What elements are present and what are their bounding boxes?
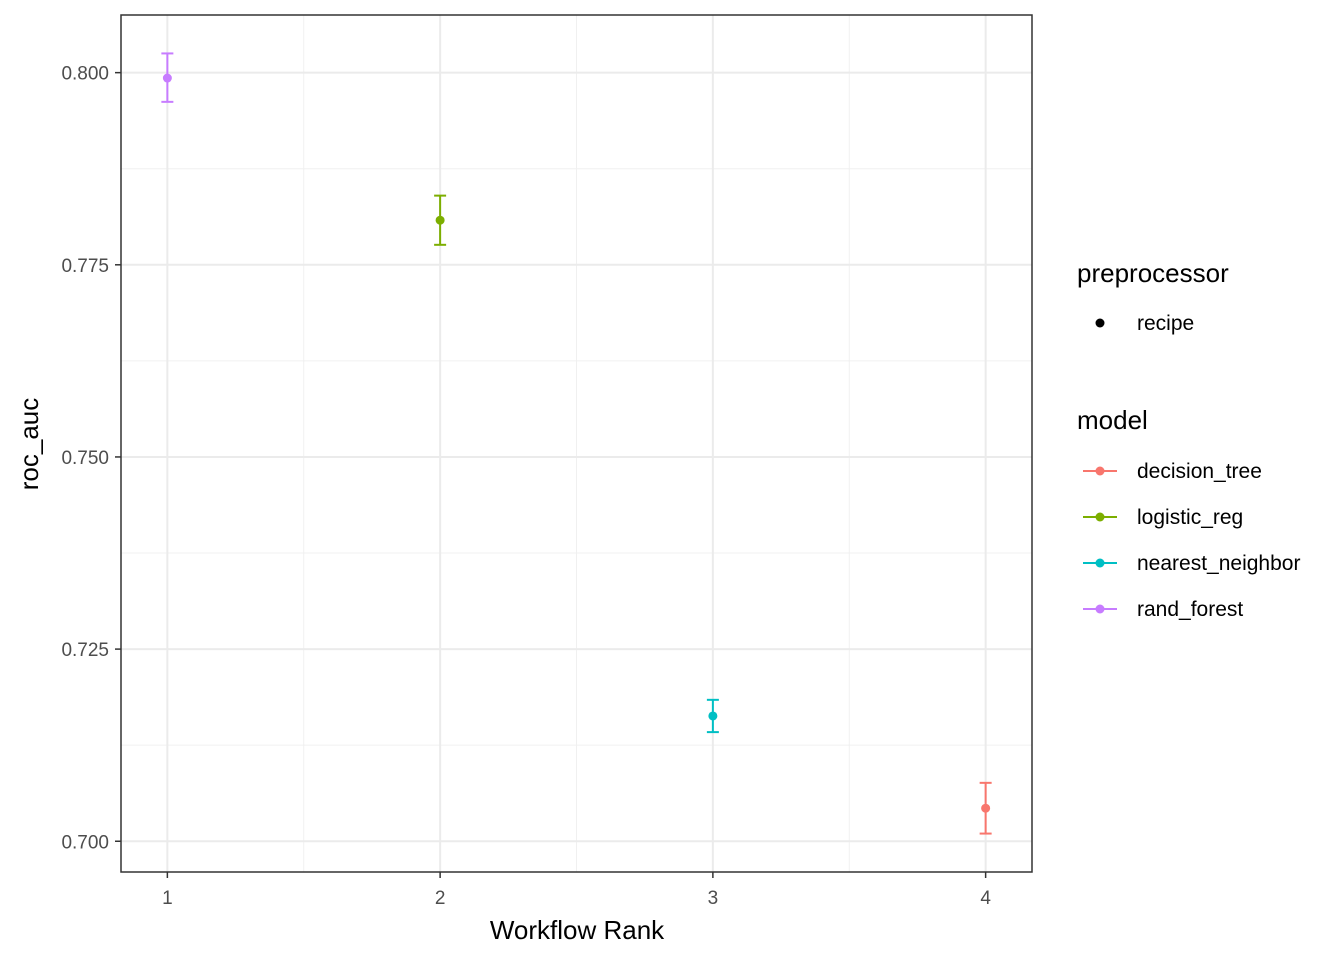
legend-key-point [1095,318,1105,328]
legend-label: rand_forest [1137,598,1243,621]
x-tick-label: 4 [980,888,991,909]
y-tick-label: 0.800 [61,64,109,85]
point-decision_tree [979,781,992,835]
y-tick-label: 0.700 [61,832,109,853]
y-axis-ticks: 0.700 0.725 0.750 0.775 0.800 [61,64,121,853]
legend-label: nearest_neighbor [1137,552,1300,575]
legend-title: preprocessor [1077,258,1229,288]
x-tick-label: 1 [162,888,173,909]
legend-item: nearest_neighbor [1083,552,1300,575]
legend-preprocessor: preprocessor recipe [1077,258,1229,335]
x-tick-label: 2 [435,888,446,909]
point-nearest_neighbor [706,698,719,734]
legend-item: recipe [1095,312,1194,335]
legend-key-point [1095,558,1105,568]
legend-item: logistic_reg [1083,506,1243,529]
x-axis-ticks: 1 2 3 4 [162,872,991,909]
legend-label: decision_tree [1137,460,1262,483]
data-point-nearest_neighbor [708,711,718,721]
y-tick-label: 0.725 [61,640,109,661]
legend-item: rand_forest [1083,598,1243,621]
data-point-logistic_reg [435,215,445,225]
x-tick-label: 3 [708,888,719,909]
legend-title: model [1077,405,1148,435]
legend-key-point [1095,512,1105,522]
x-axis-title: Workflow Rank [490,915,665,945]
legend-key-point [1095,466,1105,476]
data-point-decision_tree [981,803,991,813]
y-axis-title: roc_auc [14,398,44,491]
point-rand_forest [161,52,174,103]
point-logistic_reg [434,194,447,246]
data-point-rand_forest [162,73,172,83]
legend-model: model decision_tree logistic_reg nearest_ne… [1077,405,1300,621]
legend: preprocessor recipe model decision_treelogi… [1077,258,1300,621]
y-tick-label: 0.775 [61,256,109,277]
panel-border [120,14,1033,873]
plot-panel [120,14,1033,873]
legend-item: decision_tree [1083,460,1262,483]
legend-label: recipe [1137,312,1194,335]
y-tick-label: 0.750 [61,448,109,469]
legend-label: logistic_reg [1137,506,1243,529]
legend-key-point [1095,604,1105,614]
